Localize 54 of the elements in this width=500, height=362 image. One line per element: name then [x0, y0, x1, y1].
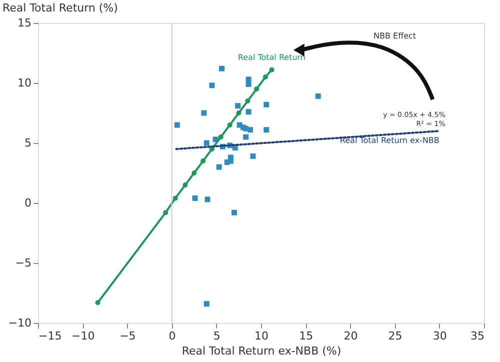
- point: [204, 196, 210, 202]
- point: [264, 102, 270, 108]
- point: [262, 74, 268, 80]
- x-tick-label: 10: [254, 330, 268, 342]
- point: [216, 164, 222, 170]
- point: [246, 81, 252, 87]
- point: [182, 182, 188, 188]
- point: [204, 301, 210, 307]
- point: [245, 98, 250, 104]
- y-tick-label: 0: [24, 196, 32, 210]
- point: [315, 93, 321, 99]
- point: [250, 153, 256, 159]
- point: [254, 86, 260, 92]
- point: [246, 109, 252, 115]
- point: [174, 122, 180, 128]
- point: [95, 300, 100, 306]
- x-tick-label: −5: [120, 330, 136, 342]
- point: [163, 210, 168, 216]
- point: [218, 134, 224, 140]
- x-tick-label: −10: [71, 330, 95, 342]
- y-tick-label: 5: [24, 136, 32, 150]
- point: [235, 103, 241, 109]
- point: [269, 67, 274, 72]
- point: [201, 110, 207, 116]
- point: [200, 158, 206, 164]
- point: [228, 158, 234, 164]
- x-tick-label: −15: [38, 330, 62, 342]
- x-tick-label: 15: [299, 330, 314, 342]
- point: [209, 82, 215, 88]
- y-tick-label: 10: [18, 76, 32, 90]
- point: [192, 195, 198, 201]
- point: [227, 122, 232, 128]
- y-axis-title: Real Total Return (%): [2, 2, 118, 14]
- series-label: Real Total Return: [238, 52, 306, 62]
- point: [204, 140, 210, 146]
- x-tick-label: 30: [432, 330, 447, 342]
- point: [192, 170, 197, 176]
- x-tick-label: 25: [388, 330, 402, 342]
- point: [248, 127, 254, 133]
- point: [219, 66, 224, 72]
- x-tick-label: 20: [344, 330, 358, 342]
- y-tick-label: −10: [8, 316, 32, 330]
- point: [172, 196, 178, 201]
- point: [264, 127, 270, 133]
- x-tick-label: 35: [470, 330, 484, 342]
- point: [243, 134, 249, 140]
- annotation: NBB Effect: [374, 32, 416, 40]
- x-tick-label: 0: [168, 330, 176, 342]
- x-axis-title: Real Total Return ex-NBB (%): [182, 344, 342, 358]
- point: [236, 110, 242, 116]
- y-tick-label: 15: [18, 16, 32, 30]
- point: [232, 210, 237, 216]
- x-tick-label: 5: [213, 330, 220, 342]
- y-tick-label: −5: [15, 256, 32, 270]
